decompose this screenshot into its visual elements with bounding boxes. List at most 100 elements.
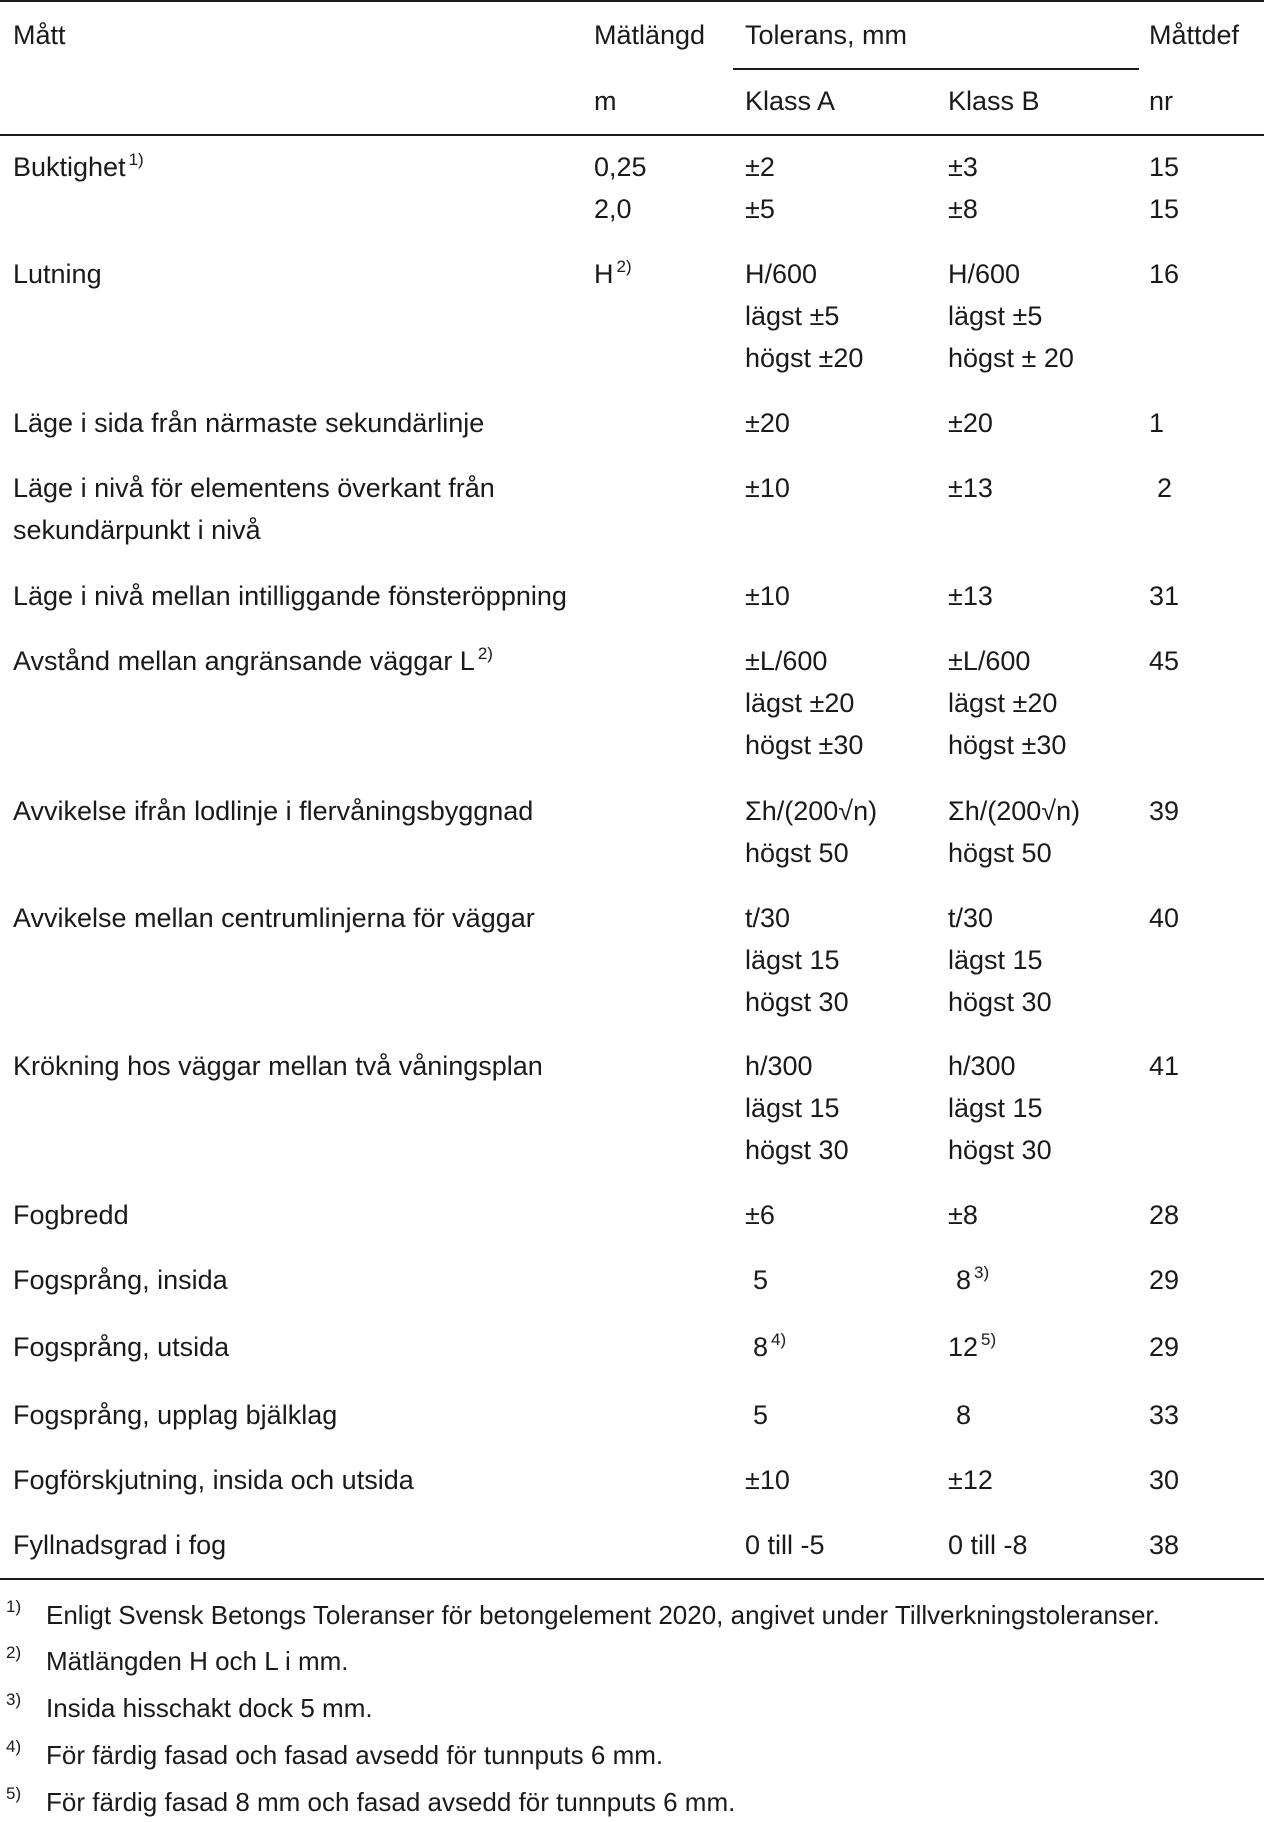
header-klass-b: Klass B — [948, 86, 1040, 116]
cell-a: ±6 — [745, 1194, 775, 1236]
cell-a: ±10 — [745, 575, 790, 617]
cell-value: ±10 — [745, 581, 790, 611]
cell-value: t/30 — [948, 903, 994, 933]
footnote-ref: 5) — [981, 1330, 997, 1349]
cell-nr: 33 — [1149, 1394, 1179, 1436]
footnote-text: Insida hisschakt dock 5 mm. — [46, 1693, 373, 1723]
cell-a: högst 30 — [745, 981, 849, 1023]
row-label-text: Fogsprång, upplag bjälklag — [13, 1400, 338, 1430]
cell-b: Σh/(200√n) — [948, 790, 1080, 832]
cell-b: lägst 15 — [948, 939, 1043, 981]
header-bottom-rule — [0, 134, 1264, 136]
cell-a: lägst 15 — [745, 939, 840, 981]
cell-a: högst ±30 — [745, 724, 863, 766]
row-label-text: Avstånd mellan angränsande väggar L — [13, 646, 475, 676]
cell-b: högst 50 — [948, 832, 1052, 874]
cell-value: 0 till -8 — [948, 1530, 1028, 1560]
cell-a: ±2 — [745, 146, 775, 188]
cell-b: högst 30 — [948, 1129, 1052, 1171]
cell-b: ±8 — [948, 188, 978, 230]
cell-b: 8 3) — [956, 1259, 989, 1305]
cell-value: ±12 — [948, 1465, 993, 1495]
cell-a: 0 till -5 — [745, 1524, 825, 1566]
cell-value: högst 30 — [745, 1135, 849, 1165]
cell-value: H/600 — [948, 259, 1021, 289]
row-label-text: Avvikelse ifrån lodlinje i flervåningsby… — [13, 796, 534, 826]
cell-value: högst ±30 — [745, 730, 864, 760]
cell-value: högst 50 — [745, 838, 849, 868]
cell-b: ±L/600 — [948, 640, 1030, 682]
row-label: Fogsprång, upplag bjälklag — [13, 1394, 337, 1436]
row-label-continued: sekundärpunkt i nivå — [13, 515, 261, 545]
cell-value: ±20 — [948, 408, 993, 438]
cell-a: lägst ±20 — [745, 682, 854, 724]
footnote-mark: 4) — [6, 1737, 22, 1756]
tolerance-group-rule — [733, 68, 1139, 70]
cell-value: 38 — [1149, 1530, 1180, 1560]
footnote-item: 2) Mätlängden H och L i mm. — [6, 1641, 1256, 1681]
cell-nr: 45 — [1149, 640, 1179, 682]
cell-b: lägst 15 — [948, 1087, 1043, 1129]
cell-nr: 15 — [1149, 188, 1179, 230]
footnote-ref: 2) — [616, 257, 632, 276]
footnote-mark: 1) — [6, 1597, 22, 1616]
table-top-rule — [0, 0, 1264, 2]
row-label-text: Fogförskjutning, insida och utsida — [13, 1465, 414, 1495]
cell-value: högst ±30 — [948, 730, 1067, 760]
cell-a: ±20 — [745, 402, 790, 444]
footnote-ref: 2) — [477, 644, 493, 663]
cell-value: ±L/600 — [745, 646, 828, 676]
cell-b: ±3 — [948, 146, 978, 188]
cell-nr: 39 — [1149, 790, 1179, 832]
cell-b: 0 till -8 — [948, 1524, 1028, 1566]
cell-value: 12 — [948, 1332, 979, 1362]
cell-value: högst ± 20 — [948, 343, 1074, 373]
row-label: Avstånd mellan angränsande väggar L 2) — [13, 640, 493, 686]
footnote-item: 1) Enligt Svensk Betongs Toleranser för b… — [6, 1595, 1256, 1635]
cell-value: 2,0 — [594, 194, 632, 224]
cell-value: ±10 — [745, 1465, 790, 1495]
header-matlangd: Mätlängd — [594, 20, 706, 50]
cell-value: ±3 — [948, 152, 978, 182]
cell-nr: 15 — [1149, 146, 1179, 188]
cell-a: 5 — [753, 1394, 768, 1436]
cell-value: 45 — [1149, 646, 1180, 676]
footnote-mark: 2) — [6, 1643, 22, 1662]
cell-value: t/30 — [745, 903, 791, 933]
cell-value: Σh/(200√n) — [948, 796, 1081, 826]
cell-a: ±10 — [745, 467, 790, 509]
cell-value: lägst 15 — [745, 1093, 840, 1123]
cell-a: Σh/(200√n) — [745, 790, 877, 832]
row-label: Krökning hos väggar mellan två våningspl… — [13, 1045, 543, 1087]
cell-value: 8 — [956, 1400, 972, 1430]
row-label-text: Avvikelse mellan centrumlinjerna för väg… — [13, 903, 535, 933]
cell-nr: 38 — [1149, 1524, 1179, 1566]
cell-value: lägst ±20 — [745, 688, 855, 718]
row-label: Läge i sida från närmaste sekundärlinje — [13, 402, 484, 444]
row-label: Fogbredd — [13, 1194, 129, 1236]
cell-value: lägst 15 — [948, 1093, 1043, 1123]
row-label-text: Fogsprång, utsida — [13, 1332, 230, 1362]
footnote-item: 4) För färdig fasad och fasad avsedd för … — [6, 1735, 1256, 1775]
footnote-mark: 5) — [6, 1784, 22, 1803]
footnote-ref: 4) — [771, 1330, 787, 1349]
cell-value: 28 — [1149, 1200, 1180, 1230]
cell-value: högst 30 — [948, 1135, 1052, 1165]
table-bottom-rule — [0, 1578, 1264, 1580]
cell-a: lägst 15 — [745, 1087, 840, 1129]
cell-a: högst 30 — [745, 1129, 849, 1171]
cell-len: 2,0 — [594, 188, 632, 230]
cell-a: 5 — [753, 1259, 768, 1301]
header-unit-nr: nr — [1149, 86, 1174, 116]
cell-nr: 29 — [1149, 1326, 1179, 1368]
cell-value: högst 30 — [745, 987, 849, 1017]
cell-a: 8 4) — [753, 1326, 786, 1372]
cell-b: högst ±30 — [948, 724, 1066, 766]
row-label: Avvikelse ifrån lodlinje i flervåningsby… — [13, 790, 533, 832]
cell-nr: 40 — [1149, 897, 1179, 939]
cell-value: 2 — [1157, 473, 1173, 503]
footnote-text: För färdig fasad 8 mm och fasad avsedd f… — [46, 1787, 736, 1817]
cell-value: ±L/600 — [948, 646, 1031, 676]
cell-value: ±6 — [745, 1200, 775, 1230]
cell-len: 0,25 — [594, 146, 647, 188]
